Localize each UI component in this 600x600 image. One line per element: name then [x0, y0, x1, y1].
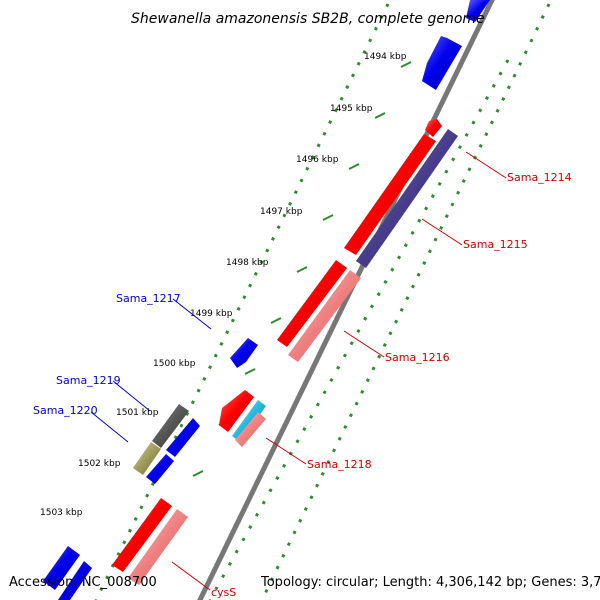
cds-sama-1218-cyan[interactable] [232, 400, 266, 442]
cds-cysS[interactable] [112, 498, 172, 572]
genome-backbone [197, 0, 495, 600]
tick-label: 1498 kbp [226, 258, 269, 268]
tick-label: 1495 kbp [330, 104, 373, 114]
cds-blue-mid-b[interactable] [146, 454, 174, 484]
gene-label-sama-1215[interactable]: Sama_1215 [463, 238, 528, 251]
gene-label-sama-1216[interactable]: Sama_1216 [385, 351, 450, 364]
tick-label: 1497 kbp [260, 207, 303, 217]
cds-sama-1215-rev[interactable] [356, 129, 458, 268]
cds-blue-bottom-a[interactable] [43, 546, 80, 590]
gene-label-cysS[interactable]: cysS [211, 586, 236, 599]
features [43, 0, 490, 600]
cds-sama-1217[interactable] [230, 338, 258, 368]
cds-sama-1218-red[interactable] [219, 390, 254, 432]
tick-label: 1494 kbp [364, 52, 407, 62]
cds-sama-1216-rev[interactable] [288, 270, 361, 362]
accession-text: Accession: NC_008700 [9, 575, 157, 590]
cds-sama-1219[interactable] [152, 404, 189, 448]
map-title: Shewanella amazonensis SB2B, complete ge… [131, 11, 485, 27]
label-leaders [90, 151, 507, 591]
tick-label: 1499 kbp [190, 309, 233, 319]
cds-sama-1216[interactable] [277, 260, 347, 347]
tick-label: 1501 kbp [116, 408, 159, 418]
cds-blue-bottom-b[interactable] [58, 561, 92, 600]
cds-sama-1214[interactable] [425, 119, 442, 137]
cds-cysS-rev[interactable] [128, 509, 188, 585]
tick-label: 1503 kbp [40, 508, 83, 518]
cds-sama-1218-pink[interactable] [235, 412, 266, 447]
gene-label-sama-1218[interactable]: Sama_1218 [307, 458, 372, 471]
tick-label: 1500 kbp [153, 359, 196, 369]
kbp-labels: 1494 kbp 1495 kbp 1496 kbp 1497 kbp 1498… [40, 52, 407, 518]
gene-label-sama-1219[interactable]: Sama_1219 [56, 374, 121, 387]
cds-blue-mid-a[interactable] [166, 418, 200, 457]
middle-tick-ring [208, 59, 510, 600]
tick-label: 1502 kbp [78, 459, 121, 469]
cds-blue-top-a[interactable] [466, 0, 490, 22]
cds-sama-1220-olive[interactable] [133, 442, 161, 475]
gene-label-sama-1220[interactable]: Sama_1220 [33, 404, 98, 417]
cds-blue-top-b[interactable] [422, 36, 462, 90]
genome-summary: Topology: circular; Length: 4,306,142 bp… [260, 575, 600, 590]
gene-label-sama-1217[interactable]: Sama_1217 [116, 292, 181, 305]
tick-label: 1496 kbp [296, 155, 339, 165]
cds-sama-1215[interactable] [344, 134, 436, 255]
gene-label-sama-1214[interactable]: Sama_1214 [507, 171, 572, 184]
kbp-ticks [166, 61, 412, 528]
